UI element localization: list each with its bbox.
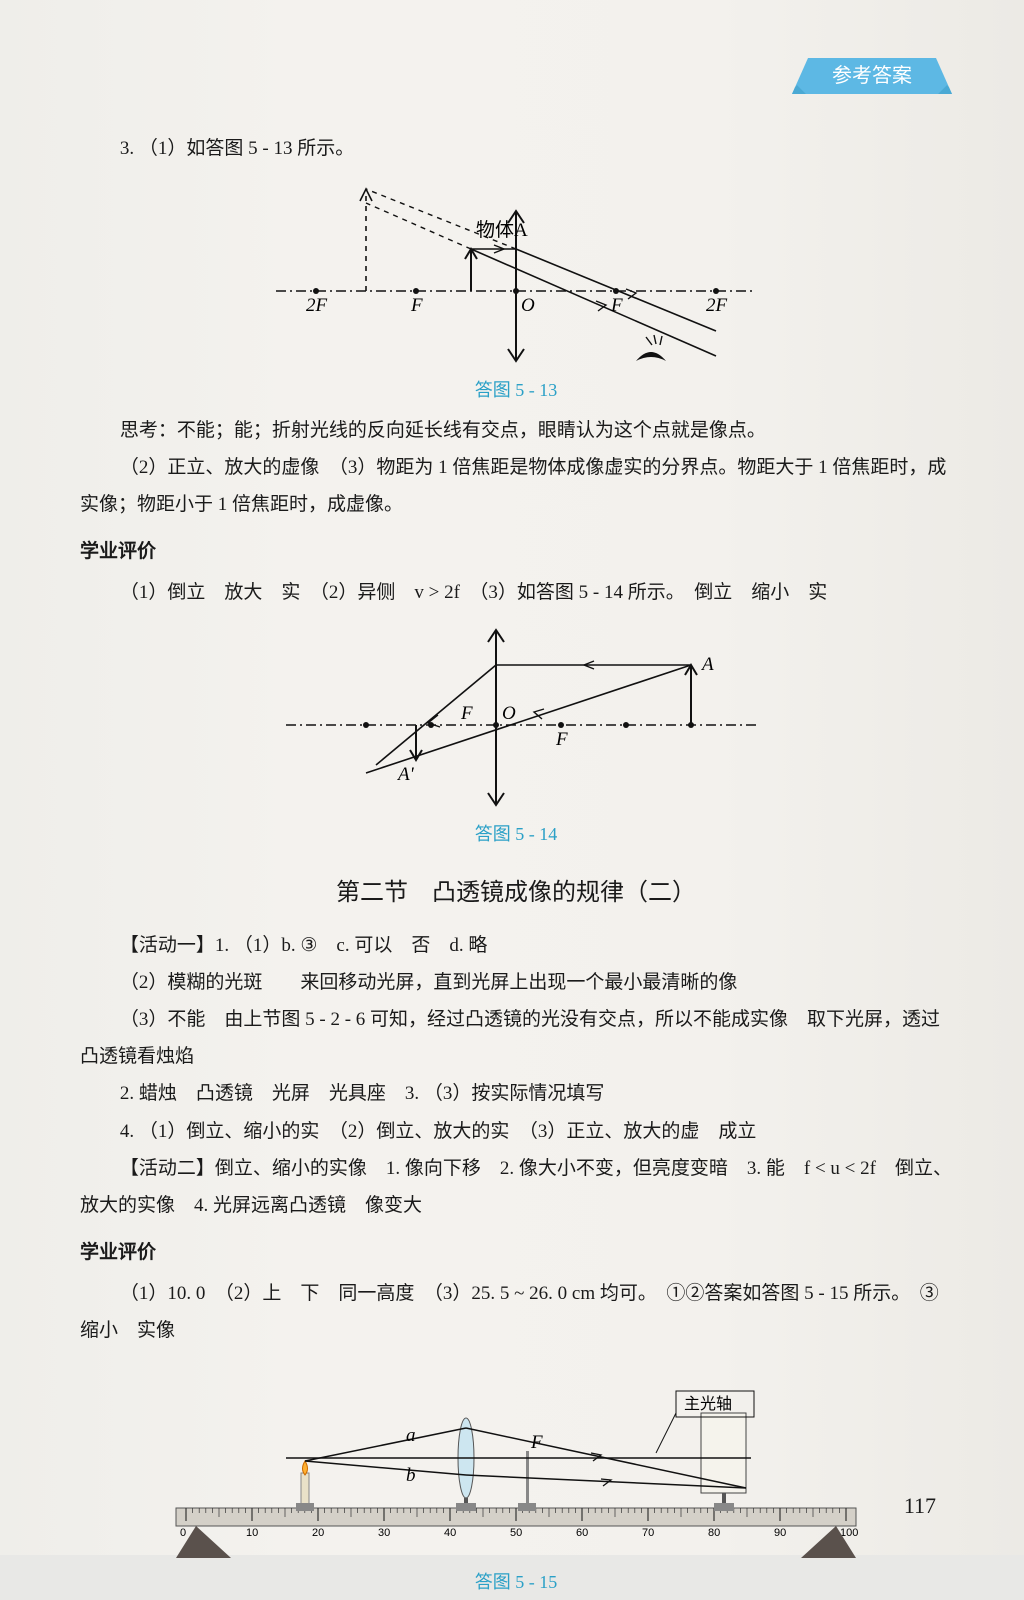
svg-text:70: 70 bbox=[642, 1527, 654, 1539]
svg-text:0: 0 bbox=[180, 1527, 186, 1539]
fig514-caption: 答图 5 - 14 bbox=[80, 817, 952, 852]
label-2f-right: 2F bbox=[706, 295, 728, 316]
svg-text:20: 20 bbox=[312, 1527, 324, 1539]
label-f-right: F bbox=[610, 295, 623, 316]
label-a514: A bbox=[700, 654, 714, 675]
eval2-line1: （1）10. 0 （2）上 下 同一高度 （3）25. 5 ~ 26. 0 cm… bbox=[80, 1275, 952, 1349]
svg-text:80: 80 bbox=[708, 1527, 720, 1539]
label-fneg: F bbox=[460, 703, 473, 724]
fig515-caption: 答图 5 - 15 bbox=[80, 1565, 952, 1600]
header-tab: 参考答案 bbox=[792, 58, 952, 94]
figure-5-13: 2F F O F 2F 物体A 答图 5 - 13 bbox=[80, 171, 952, 408]
eval2-head: 学业评价 bbox=[80, 1234, 952, 1271]
q3-line: 3. （1）如答图 5 - 13 所示。 bbox=[80, 130, 952, 167]
label-2f-left: 2F bbox=[306, 295, 328, 316]
svg-text:30: 30 bbox=[378, 1527, 390, 1539]
eval1-head: 学业评价 bbox=[80, 533, 952, 570]
label-axis: 主光轴 bbox=[684, 1395, 732, 1413]
sect2-p3: （3）不能 由上节图 5 - 2 - 6 可知，经过凸透镜的光没有交点，所以不能… bbox=[80, 1001, 952, 1075]
svg-text:40: 40 bbox=[444, 1527, 456, 1539]
label-aprime: A' bbox=[396, 764, 415, 785]
fig513-caption: 答图 5 - 13 bbox=[80, 373, 952, 408]
label-o: O bbox=[521, 295, 535, 316]
eval1-line: （1）倒立 放大 实 （2）异侧 v > 2f （3）如答图 5 - 14 所示… bbox=[80, 574, 952, 611]
label-fpos: F bbox=[555, 729, 568, 750]
sect2-p4: 2. 蜡烛 凸透镜 光屏 光具座 3. （3）按实际情况填写 bbox=[80, 1075, 952, 1112]
think-p1: 思考：不能；能；折射光线的反向延长线有交点，眼睛认为这个点就是像点。 bbox=[80, 412, 952, 449]
figure-5-14: F O F A A' 答图 5 - 14 bbox=[80, 615, 952, 852]
sect2-act1: 【活动一】1. （1）b. ③ c. 可以 否 d. 略 bbox=[80, 927, 952, 964]
sect2-act2: 【活动二】倒立、缩小的实像 1. 像向下移 2. 像大小不变，但亮度变暗 3. … bbox=[80, 1150, 952, 1224]
figure-5-15: 0102030405060708090100 bbox=[80, 1353, 952, 1600]
label-f-left: F bbox=[410, 295, 423, 316]
section2-title: 第二节 凸透镜成像的规律（二） bbox=[80, 870, 952, 917]
sect2-p2: （2）模糊的光斑 来回移动光屏，直到光屏上出现一个最小最清晰的像 bbox=[80, 964, 952, 1001]
label-ray-a: a bbox=[406, 1425, 416, 1446]
svg-text:60: 60 bbox=[576, 1527, 588, 1539]
think-p2: （2）正立、放大的虚像 （3）物距为 1 倍焦距是物体成像虚实的分界点。物距大于… bbox=[80, 449, 952, 523]
svg-text:10: 10 bbox=[246, 1527, 258, 1539]
svg-text:90: 90 bbox=[774, 1527, 786, 1539]
svg-text:50: 50 bbox=[510, 1527, 522, 1539]
label-object-a: 物体A bbox=[476, 219, 528, 241]
sect2-p5: 4. （1）倒立、缩小的实 （2）倒立、放大的实 （3）正立、放大的虚 成立 bbox=[80, 1113, 952, 1150]
label-o514: O bbox=[502, 703, 516, 724]
content-area: 3. （1）如答图 5 - 13 所示。 bbox=[80, 130, 952, 1600]
page-number: 117 bbox=[904, 1493, 936, 1519]
label-ray-b: b bbox=[406, 1465, 416, 1486]
label-f-515: F bbox=[530, 1432, 543, 1453]
